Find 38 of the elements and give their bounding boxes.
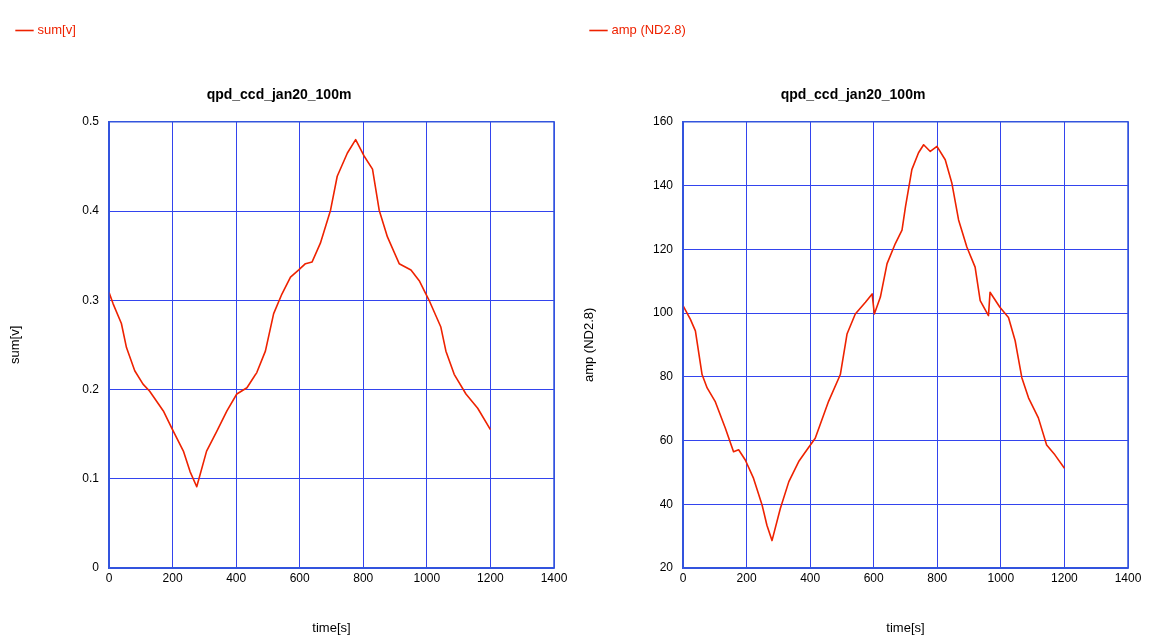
y-tick-label: 60 — [659, 432, 674, 447]
y-tick-label: 0.1 — [82, 471, 100, 486]
y-tick-label: 0.5 — [82, 114, 100, 129]
x-tick-label: 0 — [679, 570, 687, 585]
y-tick-label: 140 — [652, 177, 674, 192]
y-tick-label: 120 — [652, 241, 674, 256]
x-tick-label: 0 — [105, 570, 113, 585]
x-axis-title: time[s] — [886, 619, 925, 635]
legend-label: amp (ND2.8) — [611, 22, 686, 38]
y-tick-label: 0 — [92, 560, 100, 575]
x-tick-label: 600 — [289, 570, 311, 585]
y-tick-label: 20 — [659, 560, 674, 575]
y-tick-label: 0.3 — [82, 292, 100, 307]
x-tick-label: 400 — [800, 570, 821, 585]
y-axis-title: sum[v] — [7, 325, 23, 365]
y-tick-label: 0.4 — [82, 203, 100, 218]
x-tick-label: 200 — [162, 570, 183, 585]
y-tick-label: 0.2 — [82, 381, 100, 396]
y-tick-label: 40 — [659, 496, 674, 511]
x-tick-label: 200 — [736, 570, 757, 585]
x-tick-label: 600 — [863, 570, 885, 585]
y-tick-label: 100 — [652, 305, 674, 320]
x-tick-label: 1200 — [1051, 570, 1079, 585]
x-tick-label: 1400 — [1114, 570, 1142, 585]
x-tick-label: 1000 — [413, 570, 441, 585]
legend-label: sum[v] — [37, 22, 76, 38]
x-tick-label: 400 — [226, 570, 247, 585]
y-axis-title: amp (ND2.8) — [581, 307, 597, 383]
x-tick-label: 1200 — [477, 570, 505, 585]
x-tick-label: 800 — [927, 570, 948, 585]
chart-title: qpd_ccd_jan20_100m — [206, 86, 352, 103]
x-tick-label: 1000 — [987, 570, 1015, 585]
y-tick-label: 80 — [659, 369, 674, 384]
x-tick-label: 1400 — [540, 570, 568, 585]
chart-title: qpd_ccd_jan20_100m — [780, 86, 926, 103]
x-axis-title: time[s] — [312, 619, 351, 635]
x-tick-label: 800 — [353, 570, 374, 585]
y-tick-label: 160 — [652, 114, 674, 129]
